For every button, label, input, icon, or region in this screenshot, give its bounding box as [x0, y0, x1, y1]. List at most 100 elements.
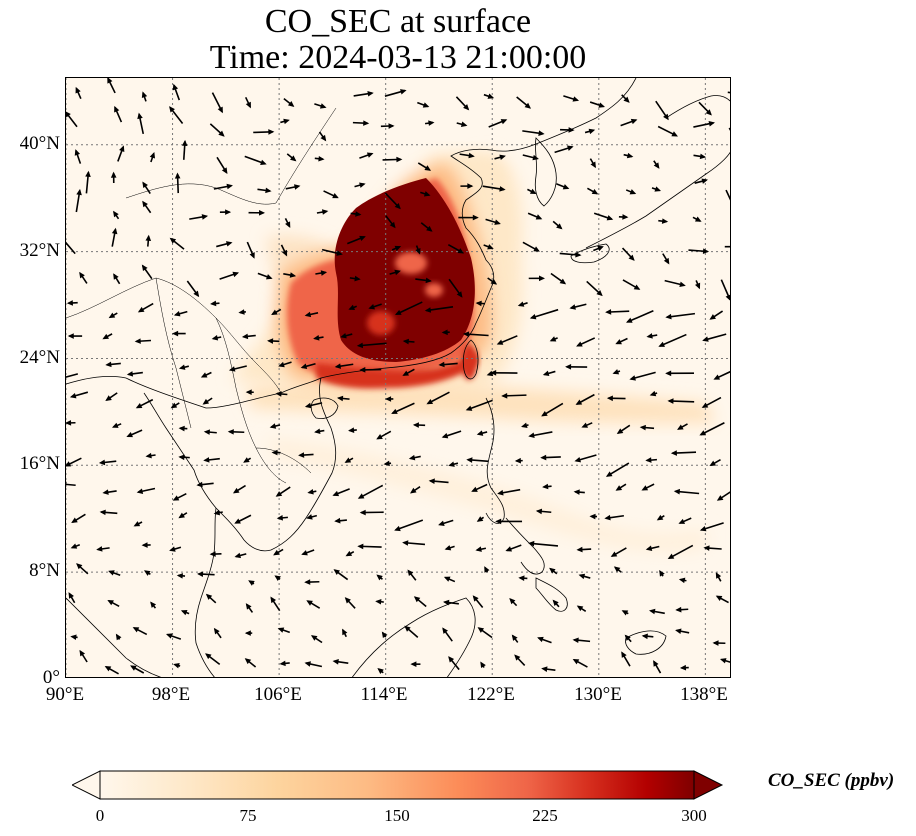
wind-vectors [66, 78, 730, 675]
wind-arrow [572, 658, 588, 668]
wind-arrow [665, 312, 696, 320]
wind-arrow [234, 552, 247, 559]
wind-arrow [622, 279, 641, 290]
wind-arrow [556, 183, 570, 190]
wind-arrow [283, 97, 295, 107]
wind-arrow [209, 123, 225, 137]
wind-arrow [340, 332, 353, 339]
wind-arrow [377, 668, 384, 674]
wind-arrow [391, 245, 402, 252]
wind-arrow [333, 569, 349, 581]
wind-arrow [66, 238, 76, 255]
wind-arrow [675, 606, 689, 613]
wind-arrow [136, 487, 156, 494]
coastlines [66, 78, 730, 677]
wind-arrow [497, 488, 521, 496]
wind-arrow [210, 300, 220, 307]
wind-arrow [246, 241, 255, 259]
wind-arrow [134, 338, 152, 344]
wind-arrow [200, 371, 212, 378]
wind-arrow [438, 519, 454, 526]
wind-arrow [170, 402, 180, 409]
wind-arrow [186, 280, 200, 298]
wind-arrow [667, 398, 695, 404]
wind-arrow [542, 483, 552, 490]
wind-arrow [205, 653, 221, 666]
lon-tick-label: 122°E [467, 684, 515, 705]
wind-arrow [448, 278, 463, 298]
wind-arrow [522, 130, 545, 136]
colorbar-tick-label: 225 [532, 806, 558, 825]
wind-arrow [276, 515, 288, 521]
wind-arrow [349, 275, 361, 282]
wind-arrow [413, 596, 427, 608]
wind-arrow [444, 545, 455, 551]
map-canvas [66, 78, 730, 677]
wind-arrow [657, 125, 678, 137]
wind-arrow [679, 664, 689, 671]
wind-arrow [702, 333, 727, 342]
wind-arrow [145, 452, 156, 459]
wind-arrow [314, 428, 325, 435]
wind-arrow [677, 423, 688, 430]
wind-arrow [142, 181, 151, 195]
map-panel[interactable] [65, 77, 731, 678]
wind-arrow [675, 628, 690, 634]
wind-arrow [334, 517, 347, 524]
wind-arrow [656, 514, 665, 521]
wind-arrow [408, 454, 421, 461]
wind-arrow [475, 546, 487, 552]
wind-arrow [428, 478, 449, 485]
wind-arrow [257, 272, 273, 280]
wind-arrow [713, 370, 730, 380]
wind-arrow [202, 397, 213, 405]
wind-arrow [357, 484, 384, 499]
wind-arrow [245, 603, 254, 613]
wind-arrow [105, 392, 118, 401]
wind-arrow [448, 461, 459, 467]
wind-arrow [321, 248, 343, 256]
wind-arrow [615, 483, 627, 491]
wind-arrow [578, 573, 591, 580]
wind-arrow [659, 569, 665, 577]
wind-arrow [693, 121, 716, 128]
wind-arrow [420, 222, 433, 232]
wind-arrow [709, 310, 724, 320]
wind-arrow [694, 178, 708, 184]
wind-arrow [522, 154, 539, 161]
wind-arrow [196, 481, 214, 488]
wind-arrow [85, 170, 91, 194]
map-title: CO_SEC at surface [264, 3, 532, 40]
wind-arrow [111, 422, 122, 428]
wind-arrow [699, 522, 724, 532]
wind-arrow [576, 337, 596, 347]
wind-arrow [678, 517, 692, 524]
wind-arrow [197, 571, 215, 577]
wind-arrow [227, 429, 245, 435]
wind-arrow [612, 369, 621, 375]
wind-arrow [487, 277, 498, 285]
wind-arrow [336, 395, 350, 402]
wind-arrow [376, 430, 392, 440]
wind-arrow [248, 209, 266, 216]
wind-arrow [359, 509, 384, 516]
wind-arrow [485, 218, 501, 225]
lon-tick-label: 114°E [360, 684, 408, 705]
wind-arrow [725, 189, 730, 201]
wind-arrow [70, 634, 78, 641]
wind-arrow [382, 156, 403, 163]
wind-arrow [178, 512, 188, 519]
wind-arrow [639, 424, 655, 431]
wind-arrow [613, 566, 622, 573]
wind-arrow [441, 329, 450, 336]
wind-arrow [178, 364, 190, 370]
wind-arrow [719, 658, 730, 664]
wind-arrow [137, 302, 154, 313]
wind-arrow [359, 152, 374, 159]
wind-arrow [114, 105, 123, 123]
wind-arrow [505, 544, 522, 552]
wind-arrow [306, 514, 318, 520]
wind-arrow [385, 215, 396, 229]
wind-arrow [653, 160, 660, 169]
wind-arrow [213, 627, 222, 639]
